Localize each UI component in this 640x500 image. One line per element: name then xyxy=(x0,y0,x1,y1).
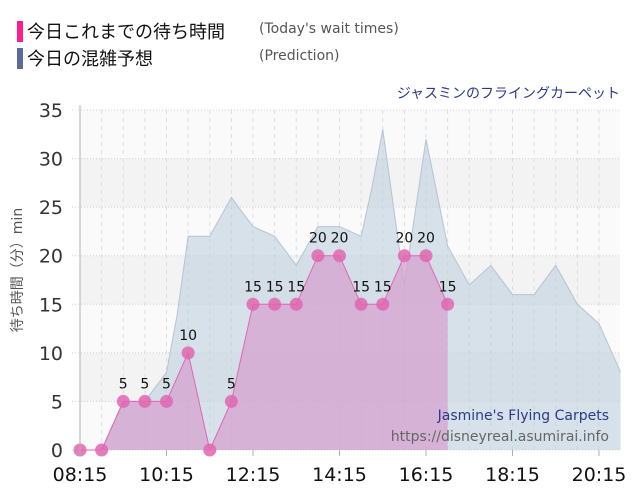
svg-text:15: 15 xyxy=(244,279,262,295)
svg-text:20: 20 xyxy=(331,231,349,247)
legend-label-en: (Today's wait times) xyxy=(259,21,399,37)
prediction-area xyxy=(101,129,622,451)
svg-text:5: 5 xyxy=(162,376,171,392)
svg-text:20: 20 xyxy=(395,231,413,247)
svg-text:15: 15 xyxy=(352,279,370,295)
axes: 0 5 10 15 20 25 30 35 08:15 10:15 12:15 14:15 16:15 1… xyxy=(39,100,627,486)
svg-text:15: 15 xyxy=(287,279,305,295)
svg-text:20: 20 xyxy=(417,231,435,247)
legend-label-en: (Prediction) xyxy=(259,48,340,64)
svg-text:15: 15 xyxy=(39,294,63,316)
svg-text:20: 20 xyxy=(39,246,63,268)
chart-title: ジャスミンのフライングカーペット xyxy=(396,86,620,102)
svg-text:5: 5 xyxy=(140,376,149,392)
svg-text:10: 10 xyxy=(179,328,197,344)
svg-text:18:15: 18:15 xyxy=(485,464,540,486)
svg-text:16:15: 16:15 xyxy=(399,464,454,486)
svg-text:10:15: 10:15 xyxy=(139,464,194,486)
watermark-ride-name: Jasmine's Flying Carpets xyxy=(437,408,609,424)
svg-text:10: 10 xyxy=(39,343,63,365)
legend-swatch-prediction xyxy=(17,48,23,69)
svg-text:5: 5 xyxy=(119,376,128,392)
svg-text:08:15: 08:15 xyxy=(53,464,108,486)
watermark-url: https://disneyreal.asumirai.info xyxy=(391,429,609,445)
svg-text:30: 30 xyxy=(39,149,63,171)
svg-text:15: 15 xyxy=(439,279,457,295)
y-axis-label: 待ち時間（分）min xyxy=(10,208,26,332)
svg-text:20:15: 20:15 xyxy=(572,464,627,486)
svg-text:0: 0 xyxy=(51,440,63,462)
svg-text:15: 15 xyxy=(266,279,284,295)
svg-text:5: 5 xyxy=(227,376,236,392)
svg-text:20: 20 xyxy=(309,231,327,247)
legend-label-ja: 今日の混雑予想 xyxy=(27,49,153,70)
svg-text:35: 35 xyxy=(39,100,63,122)
svg-text:25: 25 xyxy=(39,197,63,219)
svg-text:5: 5 xyxy=(51,391,63,413)
svg-text:15: 15 xyxy=(374,279,392,295)
legend-label-ja: 今日これまでの待ち時間 xyxy=(27,22,225,43)
svg-text:12:15: 12:15 xyxy=(226,464,281,486)
legend-swatch-today xyxy=(17,21,23,42)
today-area xyxy=(73,249,455,457)
svg-text:14:15: 14:15 xyxy=(312,464,367,486)
